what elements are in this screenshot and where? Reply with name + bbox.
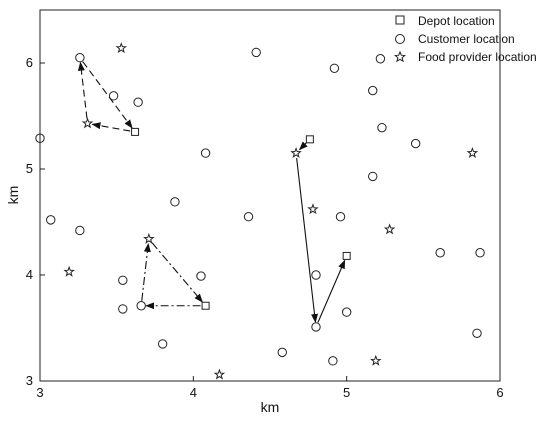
legend-entry-customer: Customer location xyxy=(395,32,515,46)
customer-point xyxy=(277,347,287,358)
customer-point xyxy=(35,133,45,143)
customer-point xyxy=(328,356,338,366)
depot-point xyxy=(342,251,351,260)
customer-point xyxy=(329,63,340,74)
food-provider-point xyxy=(466,147,479,158)
route-solid-segment xyxy=(317,259,346,323)
legend-square-marker xyxy=(395,15,405,25)
customer-point xyxy=(368,171,378,182)
legend: Depot location Customer location Food pr… xyxy=(393,14,537,64)
customer-point xyxy=(472,328,482,338)
customer-point xyxy=(46,215,56,225)
customer-point xyxy=(118,275,128,285)
food-provider-point xyxy=(81,117,94,129)
y-tick-label: 3 xyxy=(26,373,33,388)
customer-point xyxy=(251,47,261,58)
food-provider-point xyxy=(383,223,396,235)
y-axis-label: km xyxy=(5,186,21,205)
x-axis-label: km xyxy=(261,399,280,415)
y-tick-label: 6 xyxy=(26,55,33,70)
points-layer xyxy=(35,42,485,380)
food-provider-point xyxy=(63,265,75,277)
food-provider-point xyxy=(143,232,155,244)
customer-point xyxy=(196,271,206,281)
customer-point xyxy=(75,225,85,236)
customer-point xyxy=(108,91,119,101)
food-provider-point xyxy=(290,147,302,159)
customer-point xyxy=(335,212,346,222)
x-tick-label: 5 xyxy=(343,385,350,400)
customer-point xyxy=(368,85,378,96)
food-provider-point xyxy=(370,354,382,366)
customer-point xyxy=(341,307,352,317)
food-provider-point xyxy=(115,42,128,54)
depot-point xyxy=(131,127,140,136)
route-dashed-segment xyxy=(82,61,133,129)
legend-entry-depot: Depot location xyxy=(395,14,495,28)
customer-point xyxy=(375,54,386,64)
y-axis-ticks: 3 4 5 6 xyxy=(26,55,45,388)
route-solid-segment xyxy=(298,141,308,151)
x-tick-label: 4 xyxy=(190,385,197,400)
customer-point xyxy=(200,148,211,158)
customer-point xyxy=(157,339,168,349)
y-tick-label: 4 xyxy=(26,267,33,282)
customer-point xyxy=(136,301,146,311)
customer-point xyxy=(243,212,254,222)
customer-point xyxy=(311,270,321,280)
x-axis-ticks: 3 4 5 6 xyxy=(36,376,504,400)
route-dashdot-segment xyxy=(151,242,204,303)
legend-star-marker xyxy=(393,50,407,63)
route-dashed-segment xyxy=(77,61,88,119)
customer-point xyxy=(75,53,85,63)
legend-circle-marker xyxy=(395,34,405,44)
x-tick-label: 6 xyxy=(496,385,503,400)
customer-point xyxy=(410,138,421,149)
route-solid-segment xyxy=(296,158,318,323)
legend-label-customer: Customer location xyxy=(418,32,515,46)
customer-point xyxy=(377,122,387,133)
food-provider-point xyxy=(213,368,226,380)
depot-point xyxy=(201,301,210,310)
customer-point xyxy=(435,248,445,258)
route-dashdot-segment xyxy=(141,242,151,301)
customer-point xyxy=(170,197,180,207)
legend-label-food-provider: Food provider location xyxy=(418,50,537,64)
plot-frame xyxy=(39,9,501,382)
legend-label-depot: Depot location xyxy=(418,14,495,28)
customer-point xyxy=(118,304,128,314)
depot-point xyxy=(305,135,314,144)
x-tick-label: 3 xyxy=(36,385,43,400)
route-dashed-segment xyxy=(91,122,131,132)
customer-point xyxy=(133,97,143,107)
routes-layer xyxy=(77,61,346,323)
customer-point xyxy=(475,248,485,258)
legend-entry-food-provider: Food provider location xyxy=(393,50,537,64)
y-tick-label: 5 xyxy=(26,161,33,176)
food-provider-point xyxy=(307,203,319,215)
customer-point xyxy=(311,322,321,332)
